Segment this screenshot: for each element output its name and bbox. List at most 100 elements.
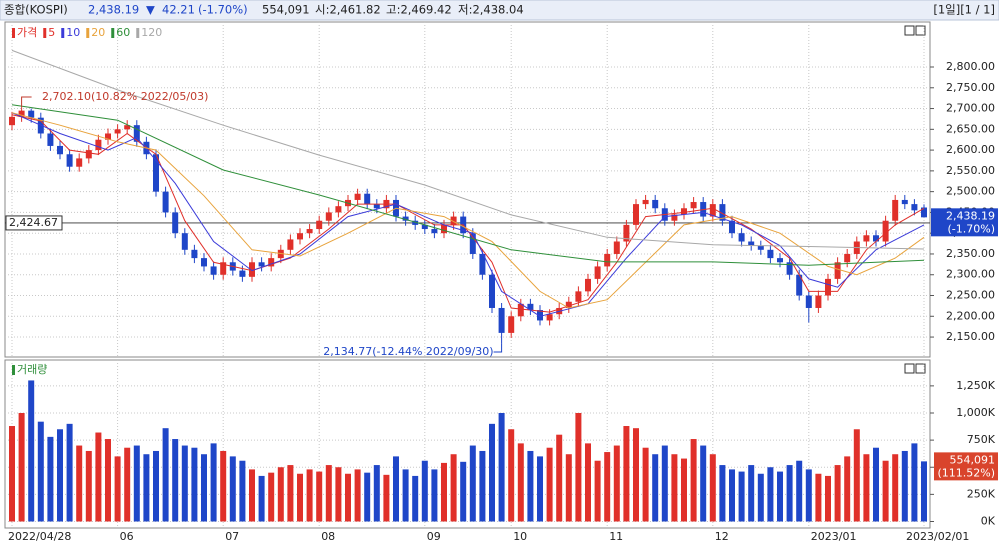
x-tick-label: 09 <box>427 530 441 543</box>
candle-body <box>479 253 486 275</box>
y-tick-label: 2,600.00 <box>946 143 995 156</box>
volume-bar <box>191 447 198 522</box>
x-tick-label: 2023/01 <box>811 530 857 543</box>
volume-bar <box>815 473 822 522</box>
candle-body <box>681 208 687 215</box>
volume-bar <box>28 380 35 522</box>
volume-bar <box>114 456 121 522</box>
open: 시:2,461.82 <box>315 3 381 17</box>
volume-bar <box>863 454 870 522</box>
candle-body <box>786 262 793 275</box>
annotation-leader <box>21 96 32 108</box>
volume-bar <box>316 471 323 522</box>
volume-bar <box>335 467 342 522</box>
volume-bar <box>489 423 495 522</box>
volume-bar <box>18 412 25 522</box>
last-volume-ratio: (111.52%) <box>937 466 995 479</box>
volume-bar <box>882 460 889 522</box>
candle-body <box>517 303 524 317</box>
candle-body <box>729 220 735 234</box>
annotation-leader <box>493 343 503 353</box>
candle-body <box>114 129 121 134</box>
y-tick-label: 750K <box>967 433 996 446</box>
candle-body <box>450 216 457 225</box>
candle-body <box>633 204 639 225</box>
candle-body <box>249 262 255 277</box>
legend-swatch <box>61 28 65 38</box>
last-price-label: 2,438.19 <box>946 209 995 222</box>
candle-body <box>575 291 582 302</box>
volume-bar <box>220 450 227 522</box>
high: 고:2,469.42 <box>386 3 452 17</box>
volume-bar <box>748 465 755 522</box>
volume-bar <box>66 423 73 522</box>
candle-body <box>911 204 918 211</box>
candle-body <box>767 249 774 259</box>
y-tick-label: 2,550.00 <box>946 164 995 177</box>
volume-bar <box>268 472 275 522</box>
candle-body <box>76 158 83 167</box>
volume-bar <box>796 460 803 522</box>
volume-bar <box>700 445 707 522</box>
volume-bar <box>498 412 505 522</box>
volume-bar <box>9 426 15 522</box>
volume-bar <box>729 469 735 522</box>
candle-body <box>402 216 409 221</box>
candle-body <box>66 154 73 167</box>
candle-body <box>738 233 745 242</box>
moving-average-line <box>11 112 925 309</box>
x-tick-label: 10 <box>513 530 527 543</box>
maximize-button[interactable] <box>904 363 915 374</box>
candle-body <box>825 278 831 296</box>
candle-body <box>364 193 371 205</box>
change: 42.21 <box>162 3 195 17</box>
candle-body <box>815 295 822 308</box>
x-tick-label: 11 <box>609 530 623 543</box>
volume-bar <box>777 471 783 522</box>
x-tick-label: 07 <box>225 530 239 543</box>
candle-body <box>642 199 649 205</box>
annotation: 2,702.10(10.82% 2022/05/03) <box>42 90 208 103</box>
volume-bar <box>671 454 678 522</box>
x-tick-label: 2022/04/28 <box>8 530 71 543</box>
y-tick-label: 2,800.00 <box>946 60 995 73</box>
y-tick-label: 1,000K <box>956 406 995 419</box>
candle-body <box>325 212 332 221</box>
legend-swatch <box>43 28 47 38</box>
volume-bar <box>825 475 831 522</box>
volume-bar <box>853 429 860 522</box>
legend-label: 20 <box>91 26 105 39</box>
volume-bar <box>556 434 563 522</box>
volume-bar <box>95 432 102 522</box>
last-volume-box <box>934 452 998 481</box>
close-button[interactable] <box>915 25 926 36</box>
volume-bar <box>613 445 620 522</box>
volume-bar <box>162 428 169 522</box>
volume-bar <box>373 465 380 522</box>
candle-body <box>489 274 495 308</box>
maximize-button[interactable] <box>904 25 915 36</box>
legend-label: 10 <box>66 26 80 39</box>
candle-body <box>834 262 841 279</box>
candle-body <box>585 278 591 292</box>
last-price-box <box>931 208 998 237</box>
low: 저:2,438.04 <box>458 3 524 17</box>
close-button[interactable] <box>915 363 926 374</box>
y-tick-label: 0K <box>981 514 996 527</box>
page-indicator[interactable]: [1일][1 / 1] <box>933 3 995 17</box>
candle-body <box>431 229 438 234</box>
candle-body <box>9 116 15 126</box>
volume-bar <box>479 450 486 522</box>
volume-bar <box>623 426 630 522</box>
candle-body <box>604 253 611 267</box>
moving-average-line <box>11 112 925 317</box>
change-pct: (-1.70%) <box>198 3 248 17</box>
y-tick-label: 2,250.00 <box>946 289 995 302</box>
candle-body <box>527 303 534 311</box>
candle-body <box>172 212 179 234</box>
volume-bar <box>594 460 601 522</box>
volume-bar <box>450 454 457 522</box>
panel-buttons[interactable] <box>904 25 926 374</box>
candle-body <box>95 139 102 151</box>
legend-label: 5 <box>48 26 55 39</box>
